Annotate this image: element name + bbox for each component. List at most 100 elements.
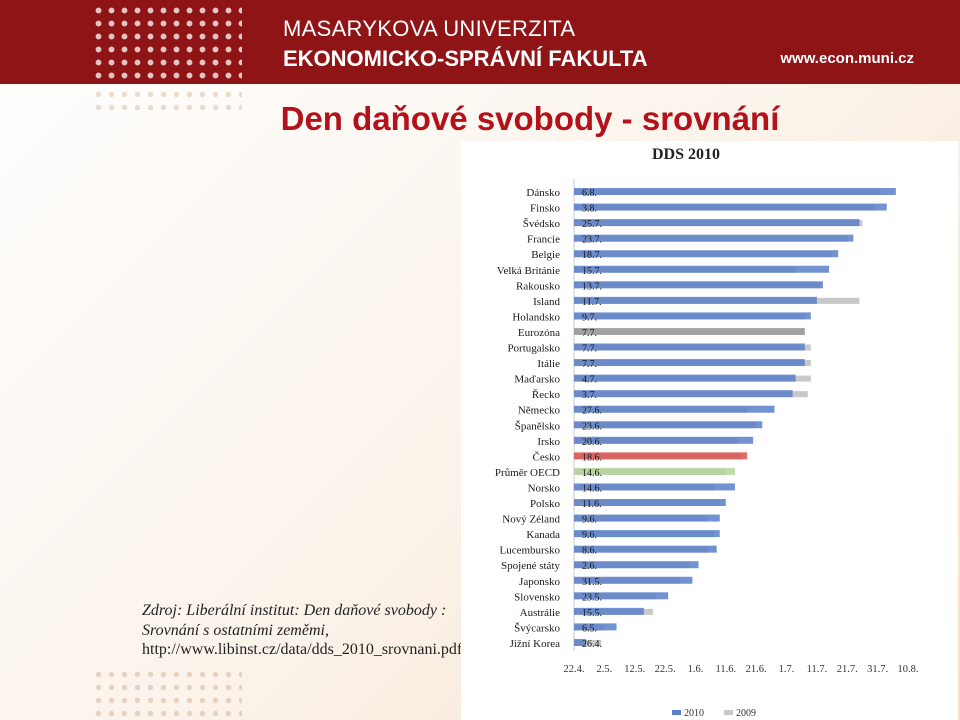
bar-2010-29 — [574, 638, 587, 646]
bar-2010-4 — [574, 250, 839, 258]
source-url[interactable]: http://www.libinst.cz/data/dds_2010_srov… — [142, 641, 463, 658]
x-tick-label-5: 11.6. — [716, 664, 737, 675]
category-label-17: Česko — [533, 451, 561, 463]
category-label-1: Finsko — [530, 203, 560, 215]
data-label-6: 13.7. — [582, 281, 602, 292]
data-label-11: 7.7. — [582, 359, 597, 370]
logo-dot-pattern — [92, 4, 242, 82]
bar-2010-15 — [574, 421, 763, 429]
x-tick-label-8: 11.7. — [807, 664, 828, 675]
data-label-28: 6.5. — [582, 623, 597, 634]
category-label-24: Spojené státy — [501, 560, 560, 572]
data-label-14: 27.6. — [582, 406, 602, 417]
data-label-26: 23.5. — [582, 592, 602, 603]
bar-2010-2 — [574, 219, 860, 227]
data-label-23: 8.6. — [582, 546, 597, 557]
category-label-15: Španělsko — [515, 420, 561, 432]
data-label-5: 15.7. — [582, 266, 602, 277]
data-label-10: 7.7. — [582, 344, 597, 355]
legend-label-2009: 2009 — [736, 708, 756, 719]
faculty-name: EKONOMICKO-SPRÁVNÍ FAKULTA — [283, 46, 648, 71]
data-label-18: 14.6. — [582, 468, 602, 479]
x-tick-label-10: 31.7. — [867, 664, 888, 675]
bar-2010-19 — [574, 483, 735, 491]
category-label-4: Belgie — [531, 249, 560, 261]
bar-2010-24 — [574, 561, 699, 569]
category-label-12: Maďarsko — [514, 374, 560, 386]
data-label-20: 11.6. — [582, 499, 602, 510]
data-label-2: 25.7. — [582, 219, 602, 230]
data-label-16: 20.6. — [582, 437, 602, 448]
x-tick-label-0: 22.4. — [564, 664, 585, 675]
x-tick-label-1: 2.5. — [596, 664, 612, 675]
data-label-22: 9.6. — [582, 530, 597, 541]
bar-2010-20 — [574, 499, 726, 506]
legend-swatch-2009 — [724, 710, 733, 715]
category-label-20: Polsko — [530, 498, 560, 510]
bar-2010-9 — [574, 327, 805, 335]
bar-2010-18 — [574, 467, 735, 475]
bar-2010-1 — [574, 203, 887, 211]
bar-2010-28 — [574, 623, 617, 631]
data-label-21: 9.6. — [582, 515, 597, 526]
header-banner: MASARYKOVA UNIVERZITA EKONOMICKO-SPRÁVNÍ… — [0, 0, 960, 84]
data-label-29: 26.4. — [582, 639, 602, 650]
decorative-dots-bottom — [92, 668, 242, 720]
data-label-13: 3.7. — [582, 390, 597, 401]
bar-2010-3 — [574, 234, 854, 242]
data-label-8: 9.7. — [582, 312, 597, 323]
x-tick-label-4: 1.6. — [688, 664, 704, 675]
category-label-6: Rakousko — [516, 280, 561, 292]
category-label-29: Jižní Korea — [510, 638, 561, 650]
bar-2010-8 — [574, 312, 811, 320]
category-label-16: Irsko — [537, 436, 560, 448]
category-label-19: Norsko — [528, 482, 561, 494]
source-note: Zdroj: Liberální institut: Den daňové sv… — [142, 601, 462, 660]
chart-title: DDS 2010 — [652, 146, 720, 163]
bar-2010-16 — [574, 436, 754, 444]
category-label-25: Japonsko — [519, 576, 560, 588]
x-tick-label-6: 21.6. — [746, 664, 767, 675]
legend-swatch-2010 — [672, 710, 681, 715]
source-text: Zdroj: Liberální institut: Den daňové sv… — [142, 602, 447, 639]
category-label-18: Průměr OECD — [495, 467, 560, 479]
category-label-2: Švédsko — [523, 218, 561, 230]
university-name: MASARYKOVA UNIVERZITA — [283, 16, 576, 41]
category-label-13: Řecko — [532, 389, 561, 401]
category-label-22: Kanada — [526, 529, 560, 541]
bar-2010-23 — [574, 545, 717, 553]
x-tick-label-11: 10.8. — [898, 664, 919, 675]
bar-2010-14 — [574, 405, 775, 413]
bar-2010-5 — [574, 265, 830, 273]
dds-bar-chart: DDS 2010 Dánsko 6.8. Finsko 3.8. Švédsko 25.7.… — [495, 146, 919, 719]
category-label-21: Nový Zéland — [502, 514, 560, 526]
data-label-1: 3.8. — [582, 204, 597, 215]
category-label-14: Německo — [518, 405, 561, 417]
bar-2010-0 — [574, 188, 896, 195]
x-tick-label-3: 22.5. — [655, 664, 676, 675]
x-tick-label-9: 21.7. — [837, 664, 858, 675]
category-label-23: Lucembursko — [500, 545, 561, 557]
category-label-28: Švýcarsko — [514, 622, 560, 634]
legend-label-2010: 2010 — [684, 708, 704, 719]
bar-2010-21 — [574, 514, 720, 522]
chart-panel: DDS 2010 Dánsko 6.8. Finsko 3.8. Švédsko 25.7.… — [461, 141, 958, 720]
category-label-7: Island — [533, 296, 560, 308]
data-label-12: 4.7. — [582, 375, 597, 386]
data-label-3: 23.7. — [582, 235, 602, 246]
data-label-27: 15.5. — [582, 608, 602, 619]
slide-title: Den daňové svobody - srovnání — [280, 100, 780, 137]
category-label-9: Eurozóna — [518, 327, 560, 339]
category-label-5: Velká Británie — [497, 265, 560, 277]
bar-2010-11 — [574, 359, 805, 367]
data-label-24: 2.6. — [582, 561, 597, 572]
bar-2010-17 — [574, 452, 748, 460]
data-label-15: 23.6. — [582, 421, 602, 432]
bar-2010-7 — [574, 296, 817, 304]
decorative-dots-top — [92, 88, 242, 118]
bar-2010-25 — [574, 576, 693, 584]
data-label-25: 31.5. — [582, 577, 602, 588]
website-link[interactable]: www.econ.muni.cz — [780, 50, 914, 67]
bar-2010-13 — [574, 390, 793, 398]
category-label-27: Austrálie — [520, 607, 560, 619]
